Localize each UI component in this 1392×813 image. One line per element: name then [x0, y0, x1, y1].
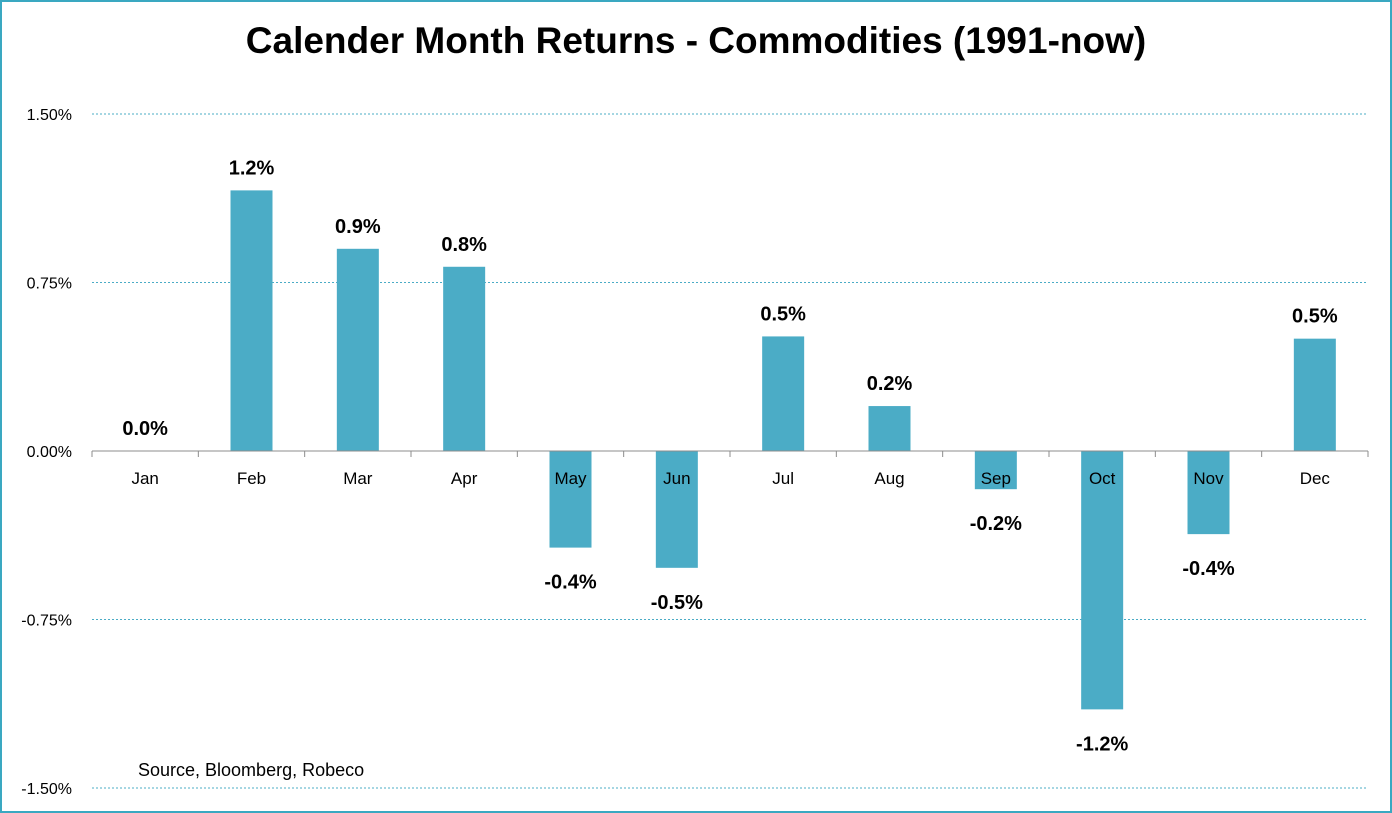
- y-tick-label: 0.00%: [27, 444, 72, 461]
- data-label: 0.5%: [760, 303, 806, 325]
- y-tick-label: 0.75%: [27, 276, 72, 293]
- bar-apr: [443, 266, 486, 451]
- data-labels: 0.0% 1.2% 0.9% 0.8% -0.4% -0.5% 0.5% 0.2% -0.2% -…: [122, 157, 1337, 755]
- data-label: -1.2%: [1076, 733, 1128, 755]
- bar-aug: [868, 406, 911, 451]
- x-tick-label: Oct: [1089, 469, 1116, 488]
- x-axis-category-labels: Jan Feb Mar Apr May Jun Jul Aug Sep Oct Nov Dec: [131, 469, 1330, 488]
- chart-title: Calender Month Returns - Commodities (19…: [245, 20, 1147, 61]
- x-tick-label: Sep: [981, 469, 1011, 488]
- bar-dec: [1293, 338, 1336, 451]
- data-label: 0.8%: [441, 234, 487, 256]
- x-tick-label: Aug: [874, 469, 904, 488]
- x-tick-label: May: [554, 469, 587, 488]
- gridlines: [92, 113, 1368, 789]
- data-label: -0.5%: [651, 592, 703, 614]
- x-tick-label: Jun: [663, 469, 690, 488]
- x-tick-label: Mar: [343, 469, 373, 488]
- data-label: 1.2%: [229, 157, 275, 179]
- x-tick-label: Jan: [131, 469, 158, 488]
- bars: [230, 190, 1336, 710]
- data-label: 0.5%: [1292, 306, 1338, 328]
- y-tick-label: -1.50%: [21, 781, 72, 798]
- source-note: Source, Bloomberg, Robeco: [138, 760, 365, 780]
- x-tick-label: Nov: [1193, 469, 1224, 488]
- x-tick-label: Jul: [772, 469, 794, 488]
- bar-mar: [336, 248, 379, 451]
- x-tick-label: Dec: [1300, 469, 1331, 488]
- x-axis: [91, 450, 1369, 457]
- bar-sep: [974, 451, 1017, 490]
- bar-oct: [1081, 451, 1124, 710]
- data-label: 0.9%: [335, 216, 381, 238]
- data-label: -0.2%: [970, 513, 1022, 535]
- bar-may: [549, 451, 592, 548]
- data-label: 0.2%: [867, 373, 913, 395]
- data-label: -0.4%: [544, 572, 596, 594]
- y-tick-label: -0.75%: [21, 613, 72, 630]
- data-label: 0.0%: [122, 418, 168, 440]
- bar-jun: [655, 451, 698, 568]
- bar-nov: [1187, 451, 1230, 535]
- y-axis-tick-labels: 1.50% 0.75% 0.00% -0.75% -1.50%: [21, 107, 72, 798]
- x-tick-label: Apr: [451, 469, 478, 488]
- bar-jul: [762, 336, 805, 451]
- data-label: -0.4%: [1182, 558, 1234, 580]
- bar-feb: [230, 190, 273, 452]
- x-tick-label: Feb: [237, 469, 266, 488]
- y-tick-label: 1.50%: [27, 107, 72, 124]
